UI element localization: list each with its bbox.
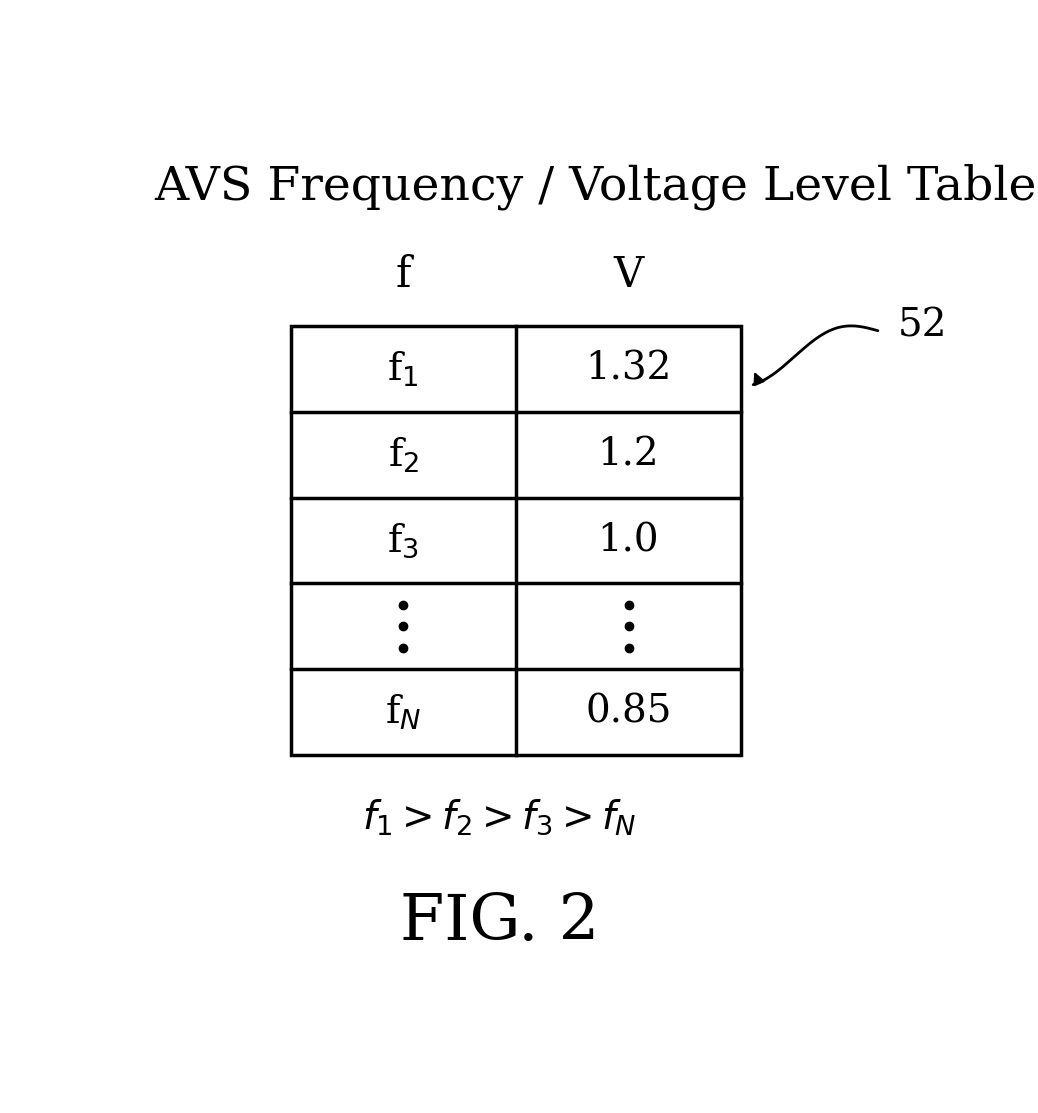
Text: f$_3$: f$_3$: [387, 521, 419, 560]
Text: V: V: [613, 255, 644, 296]
Text: 1.2: 1.2: [598, 436, 659, 473]
Text: 1.32: 1.32: [585, 351, 672, 387]
Text: f$_2$: f$_2$: [387, 435, 419, 474]
Text: FIG. 2: FIG. 2: [400, 892, 600, 953]
Text: 1.0: 1.0: [598, 522, 659, 559]
Text: AVS Frequency / Voltage Level Table (50): AVS Frequency / Voltage Level Table (50): [154, 164, 1038, 210]
Text: f$_1$: f$_1$: [387, 349, 419, 388]
Text: 0.85: 0.85: [585, 693, 672, 730]
Text: f: f: [395, 255, 411, 296]
Bar: [291, 326, 741, 755]
Text: $f_1 > f_2 > f_3 > f_N$: $f_1 > f_2 > f_3 > f_N$: [362, 798, 637, 837]
Text: f$_N$: f$_N$: [385, 692, 421, 731]
Text: 52: 52: [898, 308, 948, 345]
